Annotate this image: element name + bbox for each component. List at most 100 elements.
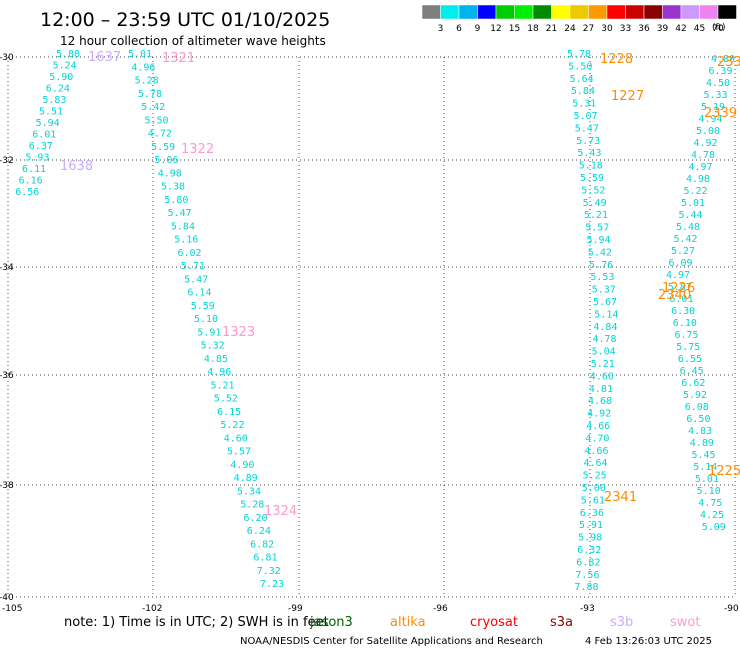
wave-height-value: 6.39: [709, 66, 733, 77]
wave-height-value: 4.96: [131, 62, 155, 73]
lat-label: -38: [0, 481, 14, 491]
lat-lon-grid: [7, 56, 736, 598]
scale-swatch: [662, 4, 682, 20]
legend-altika: altika: [390, 615, 426, 630]
wave-height-value: 6.09: [669, 258, 693, 269]
lat-label: -30: [0, 53, 14, 63]
pass-label: 1323: [222, 325, 255, 340]
pass-label: 2340: [658, 288, 691, 303]
wave-height-value: 5.18: [579, 161, 603, 172]
wave-height-value: 7.88: [575, 582, 599, 593]
wave-height-value: 5.01: [681, 198, 705, 209]
wave-height-value: 5.14: [594, 309, 618, 320]
scale-swatch: [440, 4, 460, 20]
wave-height-value: 7.32: [257, 566, 281, 577]
wave-height-value: 5.25: [583, 471, 607, 482]
wave-height-value: 5.38: [161, 182, 185, 193]
scale-swatch: [532, 4, 552, 20]
scale-label: 33: [620, 24, 631, 34]
wave-height-value: 5.27: [671, 246, 695, 257]
wave-height-color-scale: 3 6 9 12 15 18 21 24 27 30 33 36 39 42 45 70: [421, 4, 737, 34]
wave-height-value: 4.92: [694, 138, 718, 149]
wave-height-value: 5.32: [201, 341, 225, 352]
scale-swatch: [643, 4, 663, 20]
wave-height-value: 5.47: [184, 274, 208, 285]
wave-height-value: 5.52: [581, 185, 605, 196]
wave-height-value: 5.57: [227, 447, 251, 458]
wave-height-value: 7.56: [575, 570, 599, 581]
wave-height-value: 6.56: [15, 187, 39, 198]
wave-height-value: 5.57: [585, 223, 609, 234]
lon-label: -90: [724, 604, 739, 614]
legend-s3a: s3a: [550, 615, 573, 630]
wave-height-value: 4.80: [711, 54, 735, 65]
wave-height-value: 5.49: [583, 198, 607, 209]
wave-height-value: 5.24: [53, 61, 77, 72]
wave-height-value: 4.66: [586, 421, 610, 432]
wave-height-value: 5.91: [197, 327, 221, 338]
scale-swatch: [606, 4, 626, 20]
scale-swatch: [625, 4, 645, 20]
lat-label: -32: [0, 156, 14, 166]
wave-height-value: 4.72: [148, 129, 172, 140]
wave-height-value: 5.04: [592, 347, 616, 358]
wave-height-value: 4.64: [584, 458, 608, 469]
wave-height-value: 5.92: [683, 390, 707, 401]
wave-height-value: 5.88: [56, 49, 80, 60]
pass-label: 1225: [708, 464, 740, 479]
wave-height-value: 6.11: [22, 164, 46, 175]
wave-height-value: 6.36: [580, 508, 604, 519]
scale-label: 3: [438, 24, 444, 34]
wave-height-value: 4.92: [587, 409, 611, 420]
wave-height-value: 4.96: [207, 367, 231, 378]
wave-height-value: 4.78: [593, 334, 617, 345]
wave-height-value: 5.59: [191, 301, 215, 312]
wave-height-value: 5.31: [572, 99, 596, 110]
wave-height-value: 4.90: [230, 460, 254, 471]
scale-label: 24: [564, 24, 576, 34]
wave-height-value: 5.87: [668, 282, 692, 293]
wave-height-value: 5.06: [154, 155, 178, 166]
wave-height-value: 5.34: [237, 486, 261, 497]
scale-swatch: [495, 4, 515, 20]
pass-label: 1321: [162, 51, 195, 66]
scale-swatch: [421, 4, 441, 20]
longitude-labels: -105 -102 -99 -96 -93 -90: [2, 604, 739, 614]
wave-height-value: 7.23: [260, 579, 284, 590]
wave-height-value: 5.91: [579, 520, 603, 531]
scale-swatch: [717, 4, 737, 20]
timestamp-text: 4 Feb 13:26:03 UTC 2025: [585, 636, 712, 647]
legend-jason: jason3: [309, 615, 353, 630]
wave-height-value: 5.14: [693, 462, 717, 473]
scale-label: 27: [583, 24, 594, 34]
wave-height-value: 5.98: [578, 533, 602, 544]
wave-height-value: 5.22: [684, 186, 708, 197]
wave-height-value: 6.24: [46, 84, 70, 95]
wave-height-value: 5.48: [676, 222, 700, 233]
scale-label: 45: [694, 24, 705, 34]
map-subtitle: 12 hour collection of altimeter wave hei…: [60, 34, 326, 48]
wave-height-value: 6.15: [217, 407, 241, 418]
wave-height-value: 6.32: [577, 545, 601, 556]
legend-s3b: s3b: [610, 615, 633, 630]
wave-height-value: 5.21: [584, 210, 608, 221]
scale-label: 18: [527, 24, 539, 34]
wave-height-value: 4.60: [590, 371, 614, 382]
wave-height-value: 6.08: [685, 402, 709, 413]
pass-label: 1638: [60, 159, 93, 174]
scale-swatch: [588, 4, 608, 20]
wave-height-value: 4.83: [688, 426, 712, 437]
wave-height-value: 5.73: [576, 136, 600, 147]
wave-height-value: 5.59: [151, 142, 175, 153]
wave-height-value: 6.75: [675, 330, 699, 341]
legend-swot: swot: [670, 615, 700, 630]
wave-height-value: 5.50: [568, 61, 592, 72]
wave-height-value: 4.98: [158, 168, 182, 179]
wave-height-value: 5.76: [589, 260, 613, 271]
wave-height-value: 4.25: [700, 510, 724, 521]
wave-height-value: 5.94: [587, 235, 611, 246]
wave-height-value: 5.59: [580, 173, 604, 184]
wave-height-value: 6.82: [250, 539, 274, 550]
wave-height-value: 5.44: [679, 210, 703, 221]
